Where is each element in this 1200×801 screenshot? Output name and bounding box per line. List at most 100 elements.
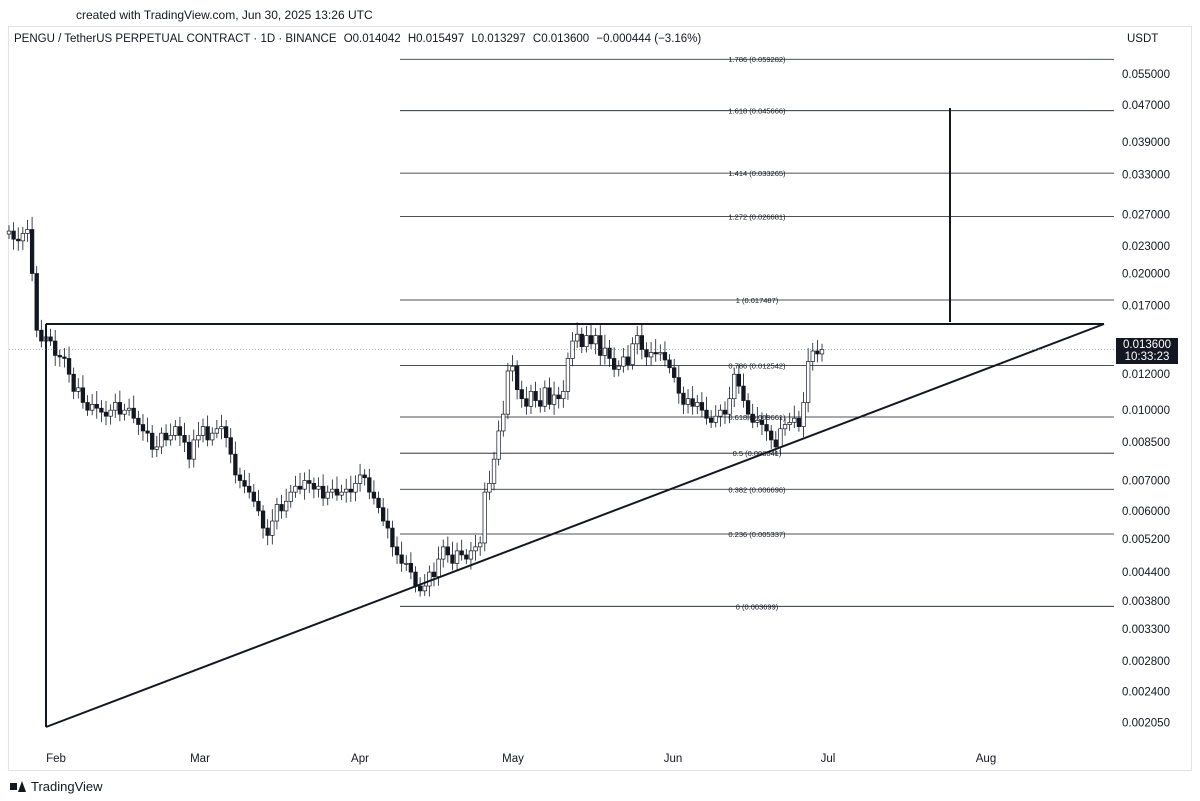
candle-down	[745, 400, 751, 415]
candle-up	[616, 365, 621, 370]
candle-down	[736, 373, 742, 387]
candle-up	[561, 391, 566, 400]
candle-down	[145, 430, 150, 434]
candle-up	[727, 398, 732, 415]
candle-down	[371, 491, 377, 499]
candle-up	[344, 488, 349, 493]
candle-up	[441, 546, 446, 560]
candle-down	[177, 426, 183, 436]
candle-down	[16, 238, 21, 242]
candle-down	[265, 527, 270, 536]
candle-up	[695, 402, 700, 407]
candle-up	[505, 370, 511, 415]
candle-down	[103, 411, 109, 417]
candle-down	[598, 335, 603, 356]
candle-down	[390, 527, 395, 548]
candle-up	[404, 562, 409, 565]
candle-down	[150, 432, 155, 450]
candle-down	[708, 417, 714, 423]
candle-up	[436, 558, 441, 577]
candle-down	[320, 485, 326, 499]
fib-extension-layer: 1.786 (0.059282) 1.618 (0.045666) 1.414 (0…	[400, 55, 1114, 611]
price-axis-label: 0.023000	[1122, 241, 1170, 253]
candle-down	[228, 437, 233, 455]
candle-down	[311, 483, 317, 490]
brand-name: TradingView	[31, 779, 103, 794]
candle-up	[468, 550, 474, 560]
candle-up	[630, 343, 635, 365]
candle-down	[547, 387, 552, 405]
candle-down	[579, 333, 584, 348]
time-axis-label: Apr	[351, 753, 369, 765]
bar-countdown: 10:33:23	[1124, 351, 1170, 363]
candle-up	[159, 432, 164, 448]
candle-down	[690, 398, 695, 407]
candle-up	[658, 352, 663, 355]
candle-up	[214, 428, 220, 434]
symbol-info-line[interactable]: PENGU / TetherUS PERPETUAL CONTRACT · 1D…	[14, 33, 705, 45]
candle-up	[288, 491, 293, 502]
candle-up	[575, 333, 580, 342]
tradingview-logo[interactable]: TradingView	[10, 779, 103, 794]
candle-up	[454, 550, 460, 564]
candle-up	[196, 435, 201, 441]
candle-down	[413, 571, 418, 587]
candle-up	[782, 424, 788, 430]
candle-down	[625, 356, 631, 365]
price-axis-label: 0.004400	[1122, 567, 1170, 579]
ohlc-change: −0.000444 (−3.16%)	[596, 33, 702, 45]
candle-down	[764, 424, 769, 432]
candle-down	[815, 350, 820, 355]
trendline[interactable]	[45, 323, 1105, 728]
candle-down	[759, 419, 765, 425]
candle-down	[431, 571, 437, 577]
candle-up	[496, 430, 501, 460]
time-axis-label: Jul	[821, 753, 836, 765]
candle-down	[607, 347, 612, 359]
candle-down	[34, 273, 39, 331]
candle-up	[89, 404, 95, 411]
candle-down	[681, 392, 686, 405]
candle-up	[422, 585, 427, 592]
candle-down	[704, 409, 709, 419]
fib-level-label: 1.414 (0.033265)	[728, 169, 786, 178]
candle-down	[117, 402, 123, 415]
candle-up	[819, 349, 825, 355]
candle-down	[464, 554, 469, 560]
candle-up	[755, 419, 760, 423]
candle-up	[210, 432, 215, 441]
candle-down	[394, 546, 400, 556]
candle-down	[62, 356, 67, 359]
price-axis-label: 0.007000	[1122, 476, 1170, 488]
candle-down	[611, 358, 617, 370]
candle-down	[367, 477, 372, 493]
currency-label[interactable]: USDT	[1127, 33, 1159, 45]
candle-down	[99, 407, 104, 413]
fib-level-label: 1.618 (0.045666)	[728, 107, 786, 116]
time-axis-label: Feb	[46, 753, 66, 765]
candle-down	[750, 413, 755, 423]
candle-down	[66, 358, 72, 375]
candle-down	[399, 554, 404, 564]
candle-up	[787, 422, 792, 425]
tradingview-logo-icon	[10, 781, 26, 792]
candle-up	[602, 347, 608, 356]
candle-down	[417, 585, 423, 592]
candle-down	[450, 554, 455, 564]
candle-down	[29, 229, 35, 274]
price-axis-label: 0.003300	[1122, 624, 1170, 636]
candle-down	[769, 430, 774, 441]
price-axis-label: 0.002050	[1122, 718, 1170, 730]
candle-up	[126, 407, 132, 411]
fib-level-label: 0.236 (0.005337)	[728, 530, 786, 539]
candle-down	[588, 335, 594, 345]
symbol-name[interactable]: PENGU / TetherUS PERPETUAL CONTRACT · 1D…	[14, 33, 337, 45]
price-axis-label: 0.017000	[1122, 301, 1170, 313]
candle-up	[542, 387, 547, 407]
candle-down	[459, 550, 464, 556]
ohlc-high: H0.015497	[407, 33, 465, 45]
candle-up	[482, 491, 487, 544]
candle-up	[792, 417, 797, 423]
price-axis: 0.055000 0.047000 0.039000 0.033000 0.027000…	[1122, 69, 1170, 730]
